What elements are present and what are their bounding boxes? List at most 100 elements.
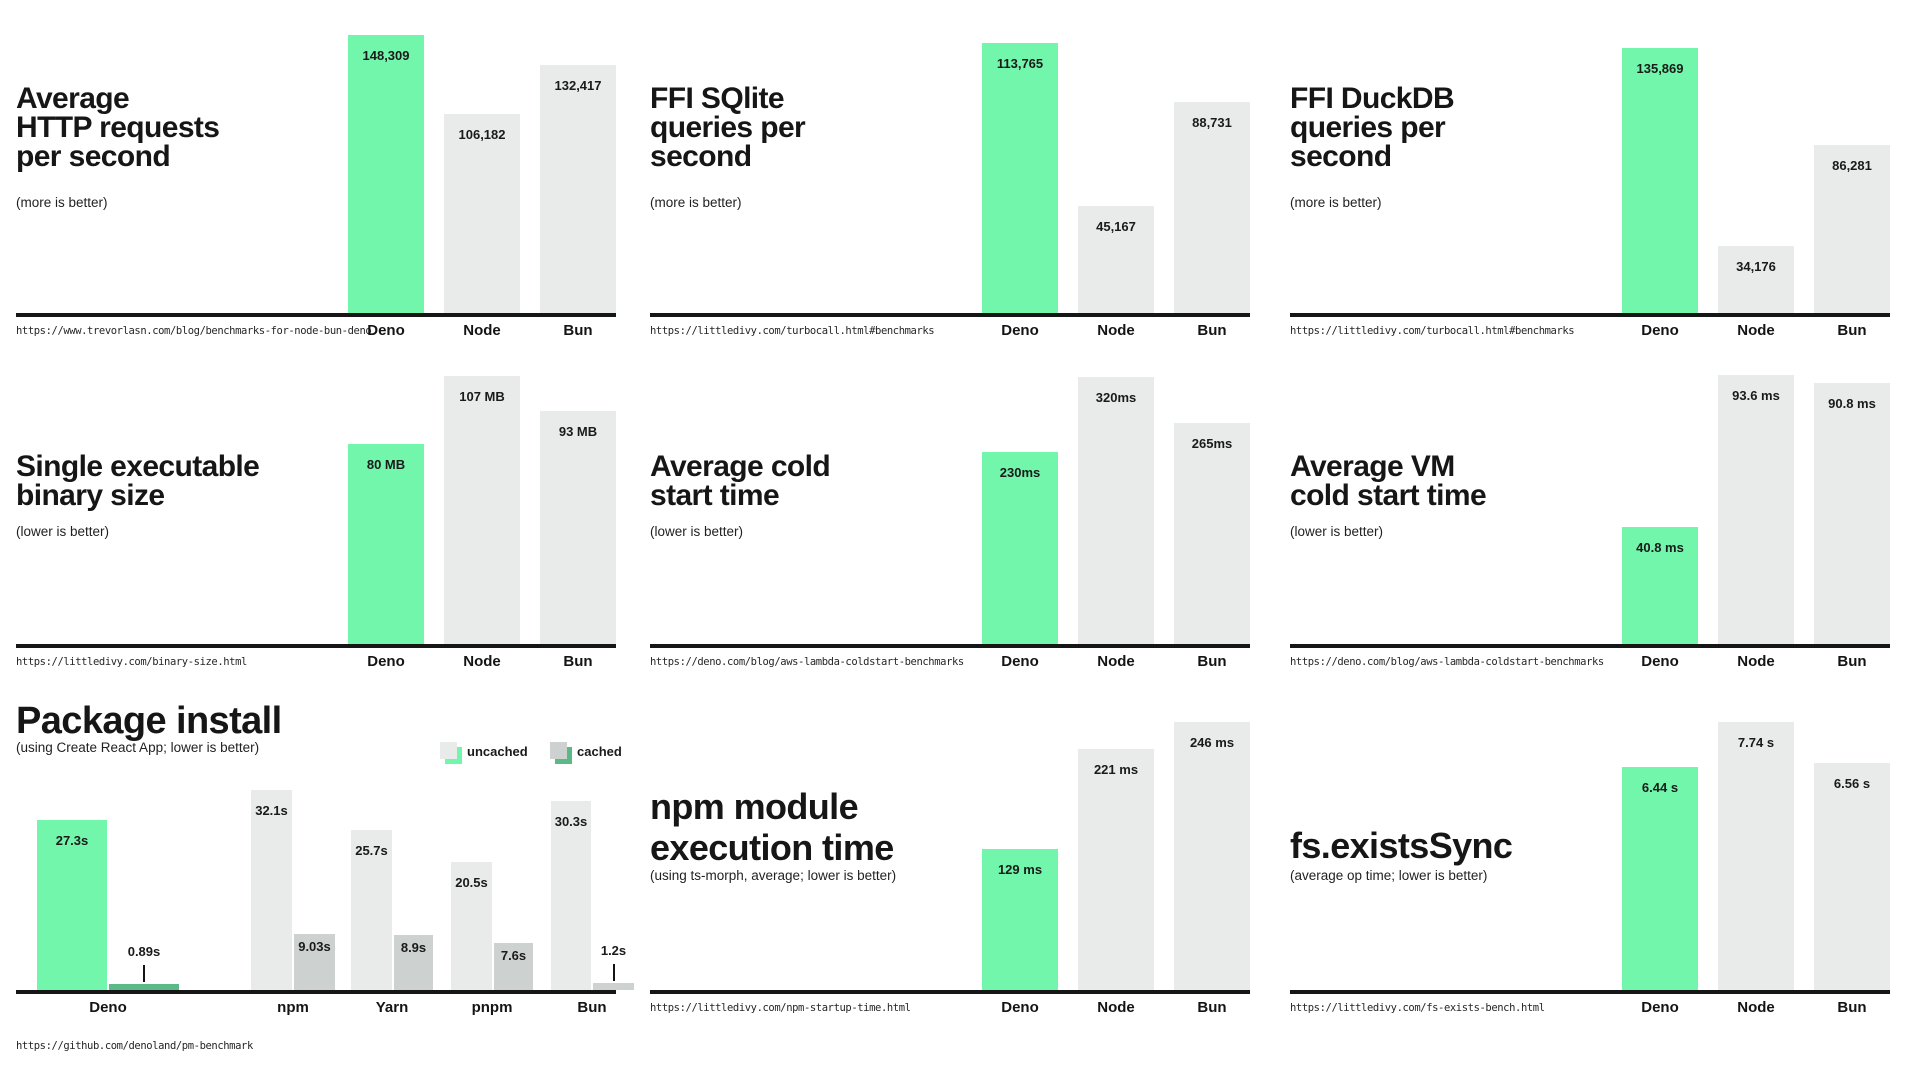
- bar-value-label: 7.6s: [500, 948, 527, 963]
- axis-baseline: [650, 313, 1250, 317]
- bar-bun: 90.8 ms: [1814, 383, 1890, 644]
- bar-pnpm-uncached: 20.5s: [451, 862, 492, 990]
- bar-bun: 246 ms: [1174, 722, 1250, 990]
- category-label-node: Node: [1097, 322, 1135, 339]
- bar-value-label: 265ms: [1191, 436, 1233, 451]
- chart-title-line: start time: [650, 479, 780, 512]
- category-label-bun: Bun: [563, 322, 593, 339]
- bar-value-label: 246 ms: [1189, 735, 1235, 750]
- category-label-deno: Deno: [1641, 999, 1679, 1016]
- source-url: https://littledivy.com/binary-size.html: [16, 656, 247, 668]
- chart-title-line: second: [1290, 140, 1392, 173]
- category-label-deno: Deno: [367, 322, 405, 339]
- category-label-node: Node: [463, 322, 501, 339]
- category-label-deno: Deno: [1641, 653, 1679, 670]
- category-label-node: Node: [1737, 322, 1775, 339]
- bar-yarn-uncached: 25.7s: [351, 830, 392, 990]
- chart-title-line: queries per: [650, 111, 806, 144]
- bar-value-label: 40.8 ms: [1636, 540, 1684, 555]
- bar-deno-uncached: 27.3s: [37, 820, 107, 990]
- bar-value-label: 6.56 s: [1833, 776, 1871, 791]
- bar-value-label: 88,731: [1192, 115, 1232, 130]
- chart-panel-package-install: Package install (using Create React App; …: [16, 680, 634, 1080]
- bar-bun: 86,281: [1814, 145, 1890, 313]
- legend-item-uncached: uncached: [440, 742, 552, 766]
- source-url: https://github.com/denoland/pm-benchmark: [16, 1040, 253, 1052]
- legend-label: uncached: [467, 744, 528, 759]
- chart-title-line: Average VM: [1290, 450, 1455, 483]
- category-label-node: Node: [1737, 999, 1775, 1016]
- category-label-bun: Bun: [563, 653, 593, 670]
- bar-value-label: 148,309: [362, 48, 410, 63]
- axis-baseline: [16, 990, 616, 994]
- source-url: https://deno.com/blog/aws-lambda-coldsta…: [1290, 656, 1604, 668]
- chart-title-line: FFI DuckDB: [1290, 82, 1455, 115]
- bar-value-label: 7.74 s: [1737, 735, 1775, 750]
- category-label-bun: Bun: [1837, 999, 1867, 1016]
- chart-title-line: Average: [16, 82, 130, 115]
- bar-value-label: 230ms: [999, 465, 1041, 480]
- chart-title: Average cold start time: [650, 452, 831, 512]
- bar-bun: 132,417: [540, 65, 616, 313]
- category-label-deno: Deno: [1001, 653, 1039, 670]
- chart-panel-ffi-sqlite: FFI SQlite queries per second (more is bett…: [650, 0, 1254, 350]
- bar-value-label: 6.44 s: [1641, 780, 1679, 795]
- category-label-bun: Bun: [1837, 653, 1867, 670]
- bar-value-label: 34,176: [1736, 259, 1776, 274]
- bar-value-label: 221 ms: [1093, 762, 1139, 777]
- category-label-bun: Bun: [1197, 322, 1227, 339]
- category-label-deno: Deno: [1641, 322, 1679, 339]
- bar-node: 7.74 s: [1718, 722, 1794, 990]
- bar-value-label: 0.89s: [127, 944, 161, 959]
- bar-node: 93.6 ms: [1718, 375, 1794, 644]
- axis-baseline: [650, 990, 1250, 994]
- chart-title-line: per second: [16, 140, 171, 173]
- source-url: https://littledivy.com/turbocall.html#be…: [650, 325, 935, 337]
- category-label-deno: Deno: [367, 653, 405, 670]
- chart-title: Package install: [16, 700, 282, 742]
- category-label-npm: npm: [277, 999, 309, 1016]
- bar-value-label: 107 MB: [459, 389, 505, 404]
- category-label-node: Node: [463, 653, 501, 670]
- chart-panel-binary-size: Single executable binary size (lower is be…: [16, 330, 620, 680]
- chart-subtitle: (more is better): [16, 195, 108, 210]
- bar-node: 106,182: [444, 114, 520, 313]
- source-url: https://deno.com/blog/aws-lambda-coldsta…: [650, 656, 964, 668]
- bar-value-label: 113,765: [996, 56, 1044, 71]
- chart-title-line: Package install: [16, 700, 282, 742]
- axis-baseline: [16, 644, 616, 648]
- chart-title-line: Single executable: [16, 450, 260, 483]
- category-label-bun: Bun: [1197, 653, 1227, 670]
- bar-yarn-cached: 8.9s: [394, 935, 433, 990]
- bar-deno: 135,869: [1622, 48, 1698, 313]
- source-url: https://littledivy.com/turbocall.html#be…: [1290, 325, 1575, 337]
- chart-subtitle: (more is better): [1290, 195, 1382, 210]
- bar-node: 107 MB: [444, 376, 520, 644]
- bar-bun: 6.56 s: [1814, 763, 1890, 990]
- bar-value-label: 135,869: [1636, 61, 1684, 76]
- cached-bar-tick: [612, 964, 615, 981]
- chart-subtitle: (lower is better): [1290, 524, 1384, 539]
- chart-title-line: fs.existsSync: [1290, 825, 1513, 866]
- bar-value-label: 90.8 ms: [1828, 396, 1876, 411]
- chart-title-line: HTTP requests: [16, 111, 220, 144]
- bar-pnpm-cached: 7.6s: [494, 943, 533, 990]
- chart-panel-vm-cold-start: Average VM cold start time (lower is bette…: [1290, 330, 1894, 680]
- chart-subtitle: (more is better): [650, 195, 742, 210]
- bar-deno: 148,309: [348, 35, 424, 313]
- bar-value-label: 45,167: [1096, 219, 1136, 234]
- cached-bar-tick: [143, 965, 145, 982]
- axis-baseline: [1290, 313, 1890, 317]
- bar-bun-cached: [593, 983, 634, 990]
- bar-deno: 129 ms: [982, 849, 1058, 990]
- bar-value-label: 129 ms: [997, 862, 1043, 877]
- bar-npm-uncached: 32.1s: [251, 790, 292, 990]
- bar-deno-cached: [109, 984, 179, 990]
- bar-value-label: 9.03s: [298, 939, 331, 954]
- bar-bun: 88,731: [1174, 102, 1250, 313]
- bar-value-label: 80 MB: [366, 457, 406, 472]
- chart-panel-fs-exists-sync: fs.existsSync (average op time; lower is …: [1290, 680, 1894, 1080]
- chart-title-line: FFI SQlite: [650, 82, 785, 115]
- bar-deno: 230ms: [982, 452, 1058, 644]
- category-label-bun: Bun: [577, 999, 607, 1016]
